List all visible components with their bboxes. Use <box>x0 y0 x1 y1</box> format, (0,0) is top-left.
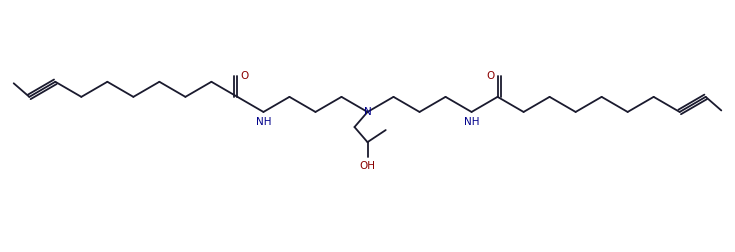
Text: OH: OH <box>359 161 376 171</box>
Text: O: O <box>486 71 495 81</box>
Text: NH: NH <box>256 117 271 127</box>
Text: NH: NH <box>464 117 479 127</box>
Text: N: N <box>364 107 371 117</box>
Text: O: O <box>240 71 249 81</box>
